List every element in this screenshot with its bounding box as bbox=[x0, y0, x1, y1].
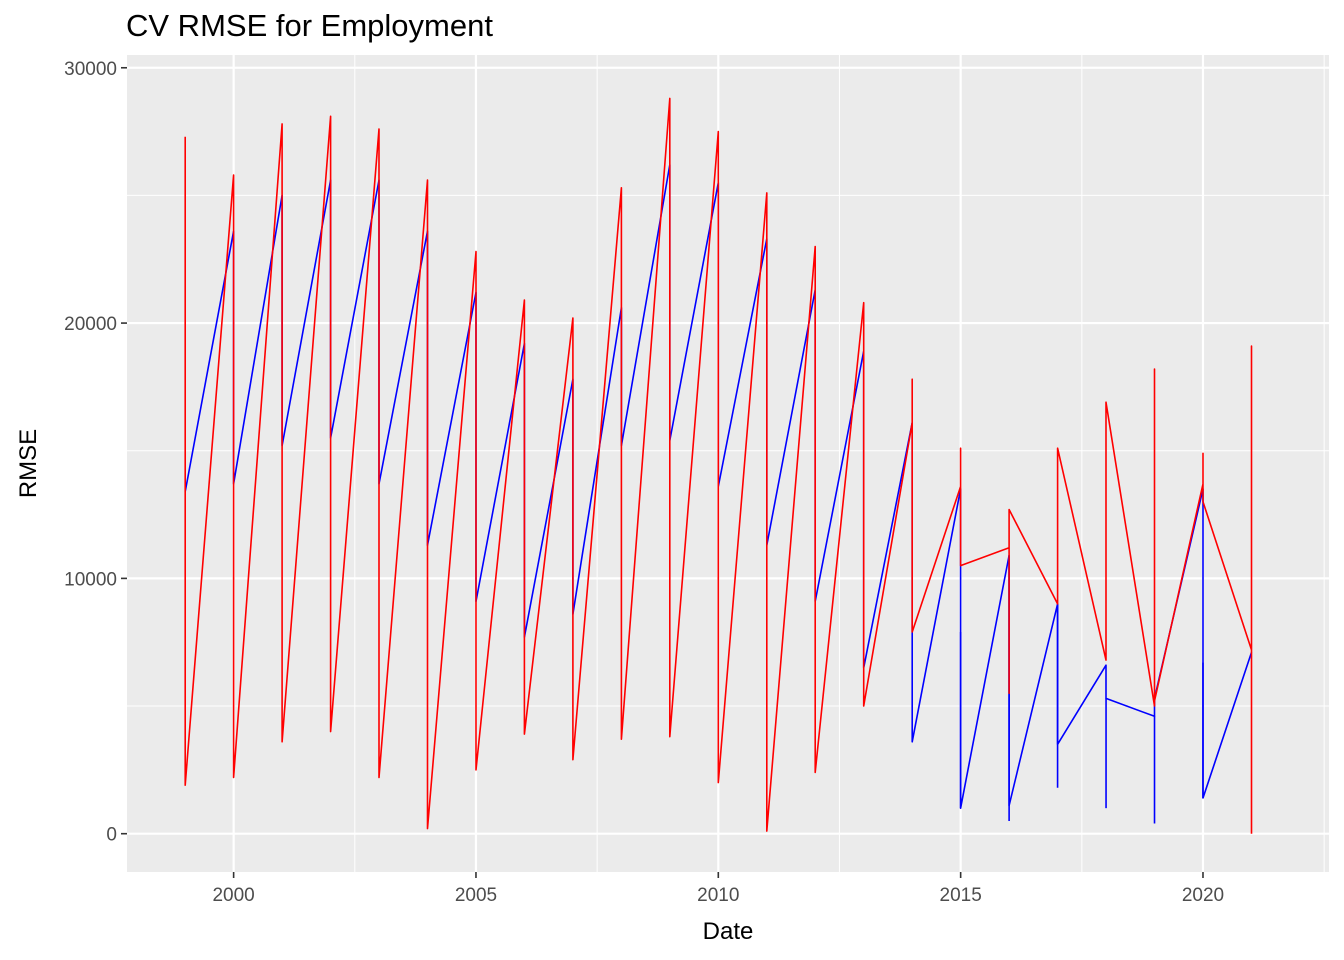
y-tick-label: 10000 bbox=[64, 569, 117, 590]
y-tick-label: 0 bbox=[106, 825, 117, 846]
x-tick-label: 2000 bbox=[212, 885, 254, 906]
y-axis-title: RMSE bbox=[15, 429, 42, 498]
x-tick-label: 2010 bbox=[697, 885, 739, 906]
series-line-2 bbox=[184, 97, 1253, 834]
y-tick-label: 30000 bbox=[64, 59, 117, 80]
series-layer bbox=[184, 97, 1253, 834]
x-tick-label: 2020 bbox=[1182, 885, 1224, 906]
tick-labels: 2000 2005 2010 2015 2020 0 10000 20000 30000 bbox=[64, 59, 1224, 906]
x-tick-label: 2005 bbox=[455, 885, 497, 906]
x-tick-label: 2015 bbox=[940, 885, 982, 906]
x-axis-title: Date bbox=[703, 918, 754, 945]
chart-title: CV RMSE for Employment bbox=[126, 8, 493, 43]
axis-ticks bbox=[121, 66, 1204, 878]
plot-panel bbox=[127, 55, 1329, 872]
y-tick-label: 20000 bbox=[64, 314, 117, 335]
